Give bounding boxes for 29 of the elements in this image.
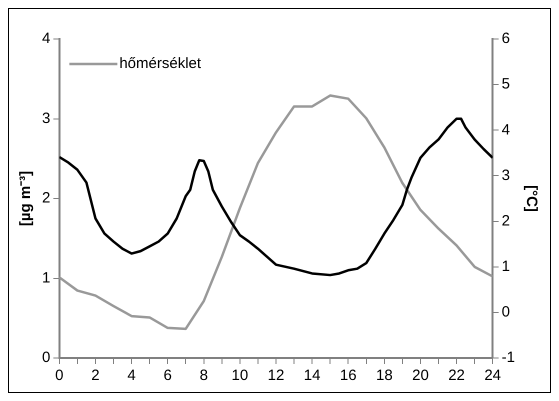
y2-tick-label: 0 (502, 304, 510, 321)
y-tick-label: 3 (42, 110, 50, 127)
y-tick-label: 1 (42, 269, 50, 286)
y2-tick-label: 4 (502, 121, 510, 138)
y2-tick-label: 3 (502, 166, 510, 184)
x-tick-label: 22 (448, 367, 465, 384)
y-tick-label: 4 (42, 30, 50, 48)
y2-tick-label: -1 (502, 349, 516, 366)
y-axis-title: [µg m⁻³] (17, 170, 34, 226)
x-tick-label: 10 (232, 367, 248, 384)
x-tick-label: 16 (340, 367, 357, 384)
legend-label: hőmérséklet (119, 55, 202, 72)
x-tick-label: 18 (376, 367, 393, 384)
x-tick-label: 24 (484, 367, 502, 384)
y2-tick-label: 1 (502, 258, 510, 275)
x-tick-label: 2 (91, 367, 100, 384)
y2-axis-title: [°C] (522, 185, 540, 212)
x-tick-label: 14 (304, 367, 320, 384)
x-tick-label: 8 (200, 367, 208, 384)
y2-tick-label: 6 (502, 30, 510, 48)
y-tick-label: 0 (42, 349, 50, 366)
y-tick-label: 2 (42, 190, 50, 207)
y2-tick-label: 2 (502, 212, 510, 230)
y2-tick-label: 5 (502, 76, 510, 93)
x-tick-label: 4 (127, 367, 136, 384)
x-tick-label: 20 (412, 367, 429, 384)
x-tick-label: 0 (55, 367, 64, 384)
x-tick-label: 6 (164, 367, 172, 384)
x-tick-label: 12 (268, 367, 284, 384)
